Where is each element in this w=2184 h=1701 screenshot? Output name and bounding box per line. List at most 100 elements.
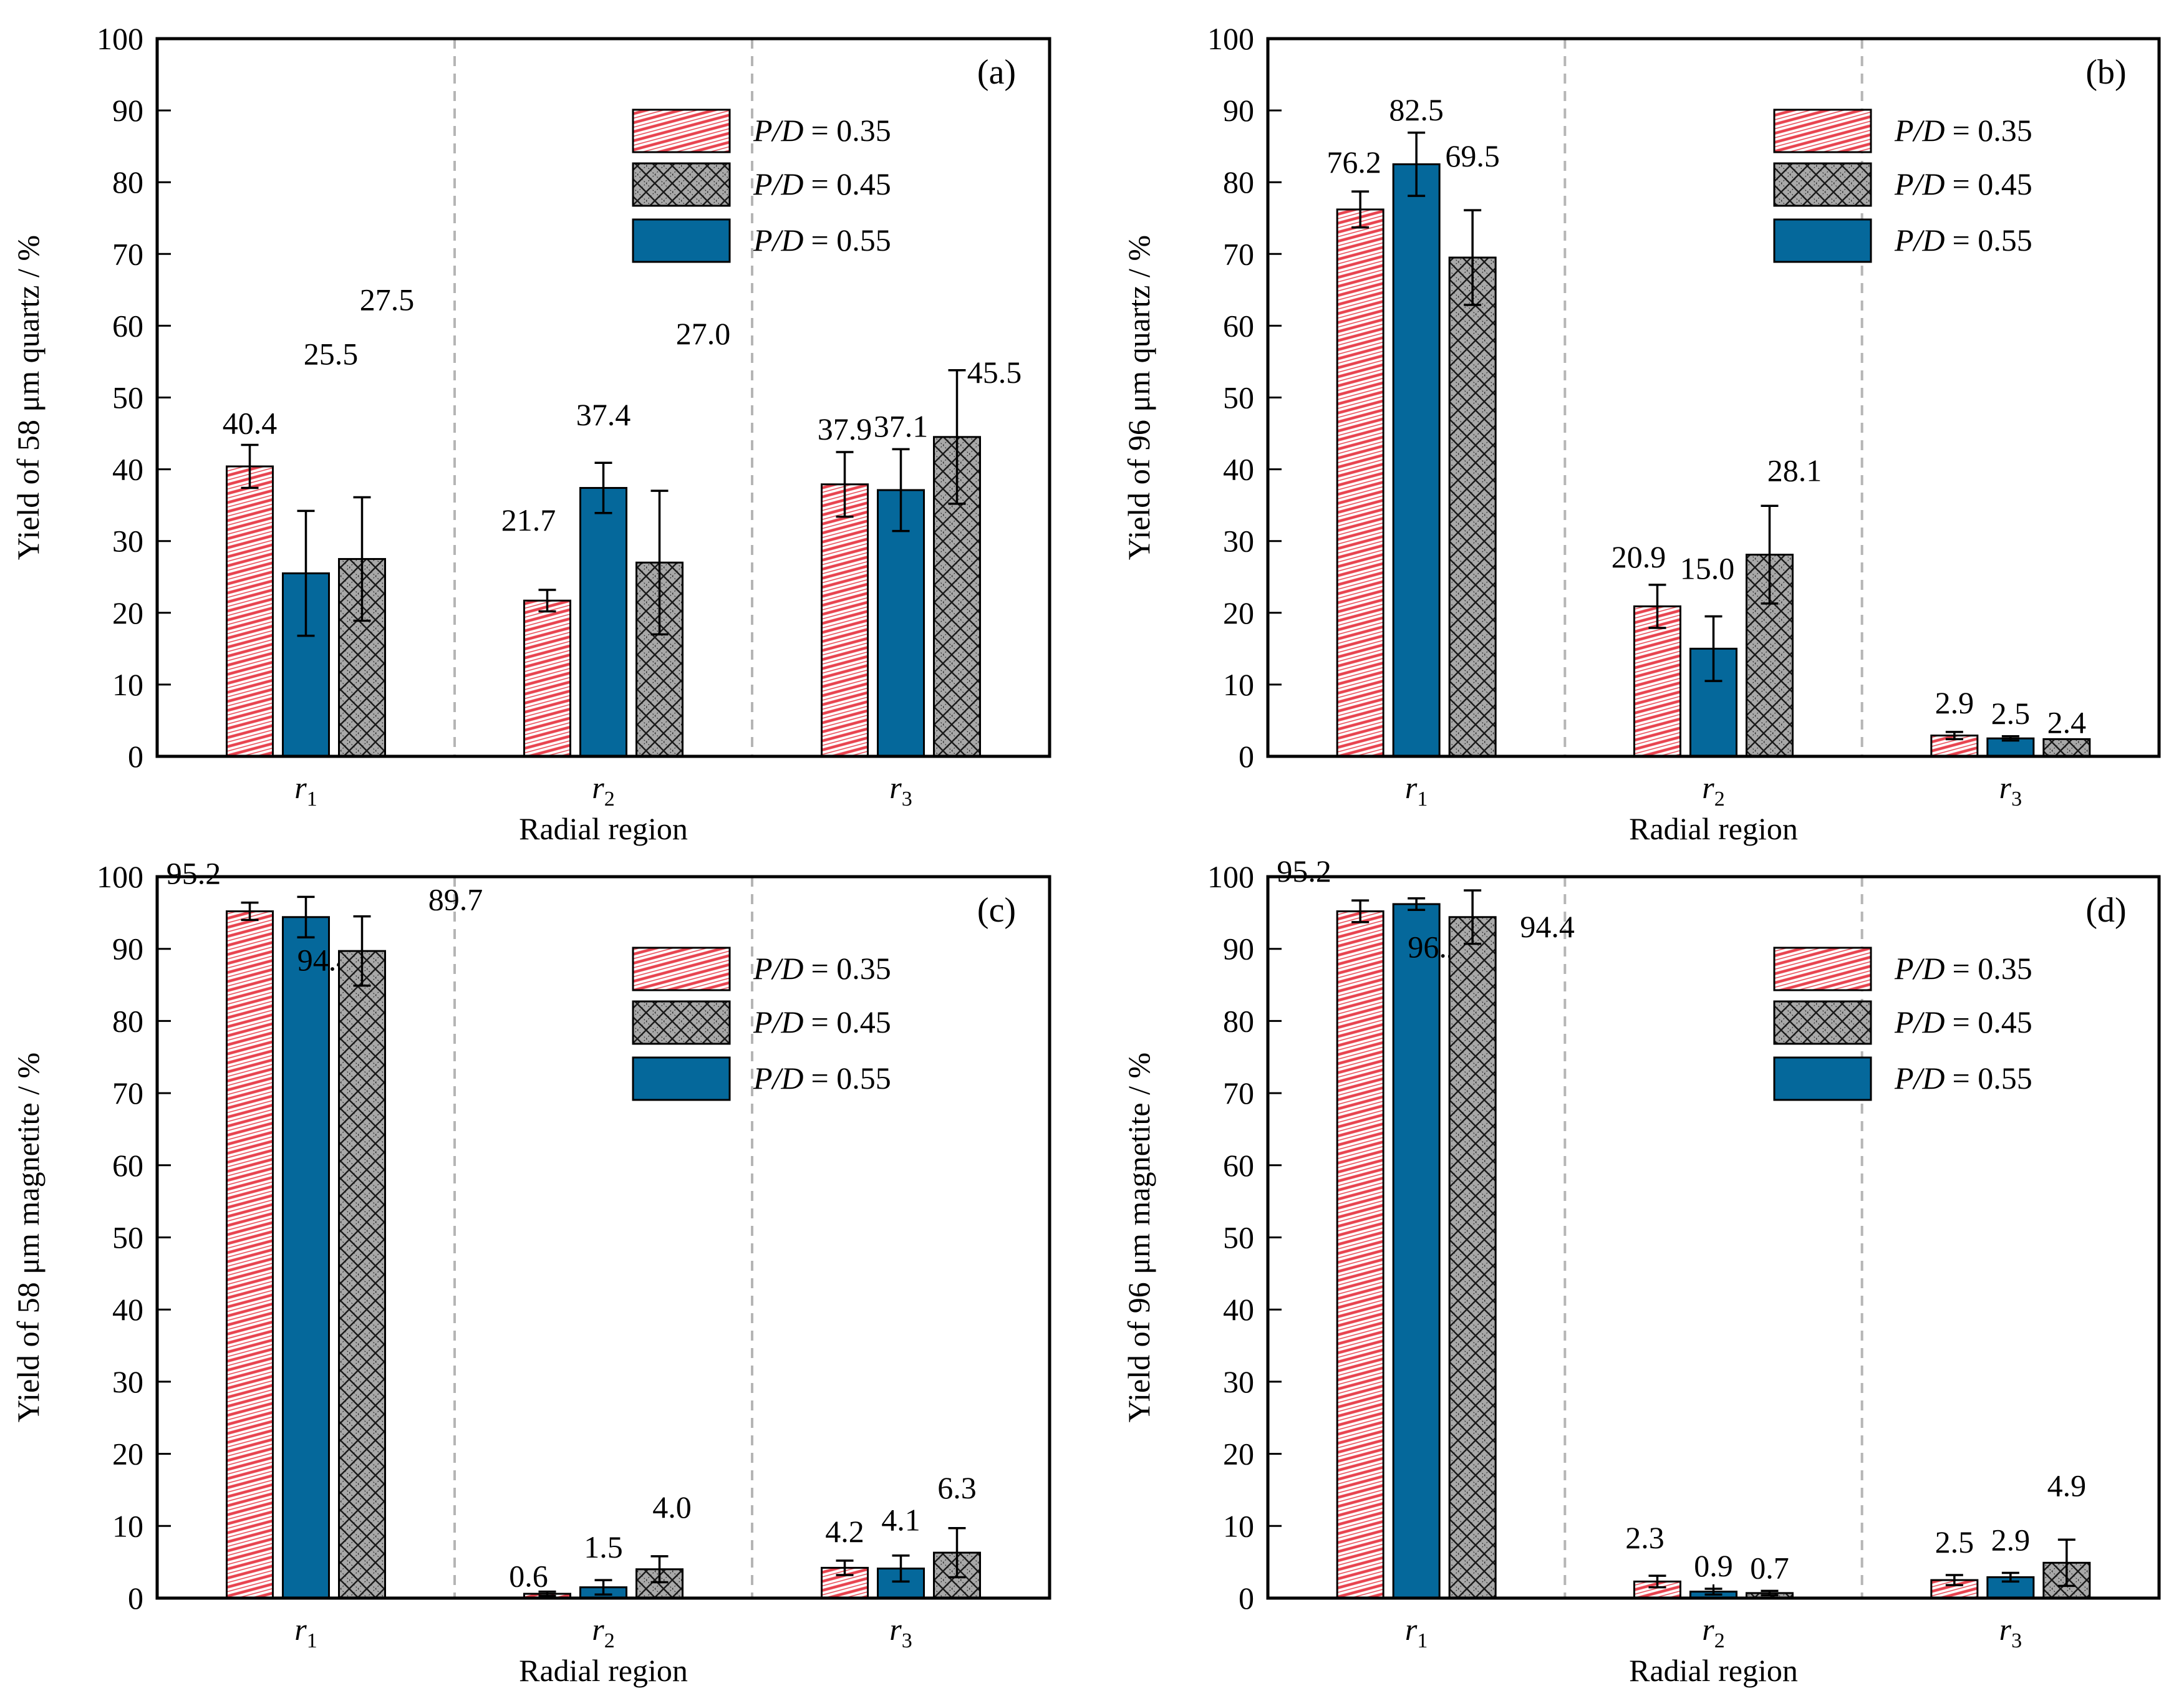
x-tick-label: r3 — [1999, 1612, 2022, 1652]
y-tick-label: 30 — [112, 524, 143, 559]
legend-item: P/D = 0.35 — [1773, 947, 2032, 991]
panel-label: (d) — [2085, 891, 2126, 930]
y-tick-label: 0 — [128, 1581, 143, 1616]
chart-panel-4: 0 10 20 30 40 50 60 70 80 90 100 Yield of 96 μm mag… — [1121, 854, 2161, 1688]
bar — [2042, 738, 2091, 758]
x-tick-label: r1 — [294, 1612, 317, 1652]
legend-label: P/D = 0.45 — [1894, 166, 2032, 201]
y-tick-label: 100 — [97, 21, 143, 56]
legend-swatch — [1773, 108, 1872, 153]
y-tick-label: 0 — [128, 739, 143, 774]
y-tick-label: 70 — [1223, 236, 1254, 271]
y-axis-label: Yield of 58 μm quartz / % — [11, 235, 46, 560]
x-tick-label: r2 — [1702, 1612, 1724, 1652]
y-tick-label: 20 — [1223, 1437, 1254, 1472]
x-tick-label-subscript: 1 — [307, 1629, 317, 1652]
legend-label: P/D = 0.45 — [753, 1005, 891, 1039]
legend-label-prefix: P/D — [753, 1005, 804, 1039]
plot-frame — [1266, 875, 2161, 1600]
data-label: 0.9 — [1694, 1548, 1733, 1583]
bar — [821, 483, 869, 758]
x-tick-label: r1 — [294, 770, 317, 811]
legend-swatch — [632, 947, 731, 991]
data-label: 95.2 — [1277, 854, 1331, 889]
chart-panel-3: 0 10 20 30 40 50 60 70 80 90 100 Yield of 58 μm mag… — [11, 856, 1051, 1688]
legend-label: P/D = 0.35 — [1894, 951, 2032, 986]
legend-label-prefix: P/D — [1894, 223, 1945, 258]
x-tick-label-subscript: 2 — [604, 788, 615, 811]
y-tick-label: 40 — [1223, 452, 1254, 487]
y-axis-label: Yield of 58 μm magnetite / % — [11, 1053, 46, 1422]
legend-label-prefix: P/D — [1894, 951, 1945, 986]
data-label: 28.1 — [1767, 453, 1822, 488]
x-tick-label-base: r — [592, 1612, 604, 1647]
x-tick-label: r3 — [889, 1612, 912, 1652]
legend-label-value: = 0.55 — [1953, 223, 2032, 258]
legend-label: P/D = 0.35 — [1894, 113, 2032, 148]
legend-label-value: = 0.35 — [811, 113, 891, 148]
y-tick-label: 50 — [1223, 380, 1254, 415]
data-label: 89.7 — [428, 882, 483, 917]
legend: P/D = 0.35P/D = 0.45P/D = 0.55 — [632, 947, 891, 1101]
legend-label-value: = 0.45 — [811, 166, 891, 201]
y-tick-label: 30 — [112, 1364, 143, 1399]
plot-frame — [155, 37, 1051, 758]
panel-label: (b) — [2085, 53, 2126, 92]
y-tick-label: 100 — [1207, 859, 1254, 894]
data-label: 27.0 — [676, 316, 731, 351]
legend-label-prefix: P/D — [1894, 1061, 1945, 1096]
legend-item: P/D = 0.55 — [632, 218, 891, 263]
y-tick-label: 70 — [112, 1076, 143, 1111]
bar — [1448, 256, 1497, 758]
legend-swatch — [632, 108, 731, 153]
legend-label: P/D = 0.45 — [1894, 1005, 2032, 1039]
legend-label-prefix: P/D — [1894, 113, 1945, 148]
bar — [282, 916, 330, 1599]
legend-swatch — [1773, 1056, 1872, 1101]
data-label: 2.5 — [1991, 696, 2031, 731]
bar — [1448, 916, 1497, 1599]
legend-label-value: = 0.45 — [1953, 1005, 2032, 1039]
x-tick-label-subscript: 3 — [902, 788, 912, 811]
legend-item: P/D = 0.55 — [1773, 218, 2032, 263]
y-tick-label: 90 — [1223, 932, 1254, 966]
x-tick-label-base: r — [889, 770, 902, 805]
x-axis-label: Radial region — [519, 811, 688, 846]
data-label: 82.5 — [1389, 92, 1444, 127]
y-tick-label: 40 — [1223, 1292, 1254, 1327]
x-tick-label-subscript: 2 — [1714, 1629, 1725, 1652]
x-tick-label: r1 — [1405, 1612, 1428, 1652]
bar — [1392, 903, 1441, 1599]
legend-label-prefix: P/D — [753, 1061, 804, 1096]
data-label: 0.6 — [509, 1559, 548, 1594]
y-tick-label: 100 — [97, 859, 143, 894]
y-tick-label: 90 — [112, 932, 143, 966]
data-label: 40.4 — [223, 405, 278, 440]
legend-item: P/D = 0.45 — [632, 1000, 891, 1045]
legend-label-value: = 0.45 — [1953, 166, 2032, 201]
bar — [226, 465, 274, 758]
data-label: 2.4 — [2047, 705, 2087, 740]
bar — [1336, 208, 1384, 758]
data-label: 4.1 — [881, 1503, 920, 1538]
chart-panel-1: 0 10 20 30 40 50 60 70 80 90 100 Yield of 58 μm qua… — [11, 21, 1051, 846]
x-tick-label: r2 — [592, 1612, 614, 1652]
data-label: 2.9 — [1935, 685, 1974, 720]
legend-label-value: = 0.55 — [811, 1061, 891, 1096]
x-tick-label-base: r — [592, 770, 604, 805]
plot-frame — [1266, 37, 2161, 758]
legend: P/D = 0.35 P/D = 0.45 P/D = 0.55 — [632, 108, 891, 263]
x-tick-label-subscript: 2 — [604, 1629, 615, 1652]
legend-swatch — [1773, 162, 1872, 207]
legend-label-value: = 0.35 — [1953, 951, 2032, 986]
x-tick-label: r2 — [592, 770, 614, 811]
legend-item: P/D = 0.35 — [632, 108, 891, 153]
y-tick-label: 20 — [112, 595, 143, 630]
legend-item: P/D = 0.45 — [1773, 162, 2032, 207]
legend-item: P/D = 0.45 — [632, 162, 891, 207]
data-label: 27.5 — [360, 282, 415, 317]
x-axis-label: Radial region — [1629, 811, 1798, 846]
legend-label: P/D = 0.55 — [1894, 1061, 2032, 1096]
y-tick-label: 80 — [112, 1003, 143, 1038]
